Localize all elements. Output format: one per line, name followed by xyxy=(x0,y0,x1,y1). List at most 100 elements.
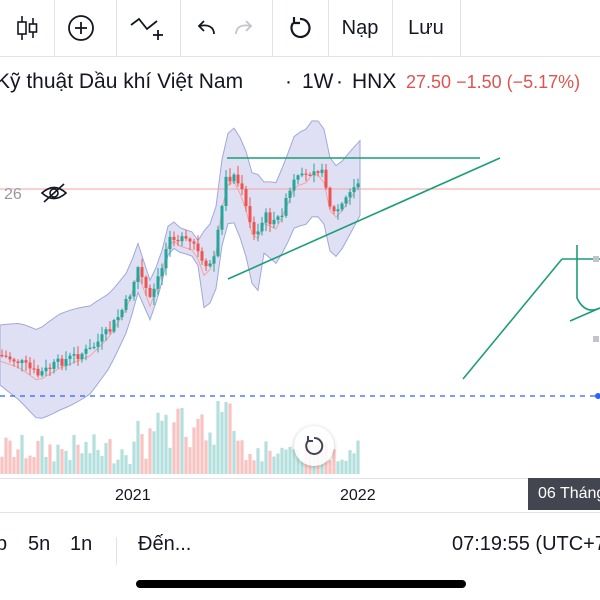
volume-bar xyxy=(260,461,264,474)
volume-bar xyxy=(24,458,28,474)
candle-body xyxy=(208,263,212,267)
goto-date-button[interactable]: Đến... xyxy=(138,533,192,555)
volume-bar xyxy=(256,448,260,474)
toolbar-divider xyxy=(328,0,329,56)
candle-body xyxy=(84,348,88,354)
volume-bar xyxy=(60,449,64,474)
volume-bar xyxy=(216,401,220,474)
compare-icon[interactable] xyxy=(124,0,168,56)
drawing-handle[interactable] xyxy=(593,336,599,342)
crosshair-date-badge: 06 Tháng xyxy=(528,478,600,510)
volume-bar xyxy=(300,461,304,474)
reload-icon[interactable] xyxy=(282,0,318,56)
last-price: 27.50 xyxy=(406,72,452,92)
volume-bar xyxy=(132,441,136,474)
trendline-right-bottom[interactable] xyxy=(569,307,600,322)
candle-body xyxy=(44,367,48,372)
candle-body xyxy=(304,173,308,175)
candle-body xyxy=(280,215,284,217)
candle-body xyxy=(112,320,116,332)
undo-icon[interactable] xyxy=(188,0,224,56)
volume-bar xyxy=(12,456,16,474)
candles-icon[interactable] xyxy=(10,0,44,56)
candle-body xyxy=(88,347,92,349)
volume-bar xyxy=(180,407,184,474)
volume-bar xyxy=(144,458,148,474)
price-chart[interactable] xyxy=(0,100,600,478)
time-axis[interactable]: 2021 2022 xyxy=(0,478,600,513)
volume-bar xyxy=(128,463,132,474)
candle-body xyxy=(52,361,56,369)
candle-body xyxy=(152,288,156,297)
add-indicator-icon[interactable] xyxy=(60,0,102,56)
symbol-header[interactable]: Kỹ thuật Dầu khí Việt Nam · 1W · HNX 27.… xyxy=(0,66,600,98)
price-scale-label: 26 xyxy=(4,186,22,203)
candle-body xyxy=(96,341,100,347)
candle-body xyxy=(252,222,256,235)
volume-bar xyxy=(296,450,300,474)
volume-bar xyxy=(264,441,268,474)
volume-bar xyxy=(80,453,84,474)
eye-hidden-icon[interactable] xyxy=(40,182,68,209)
volume-bar xyxy=(208,432,212,474)
candle-body xyxy=(24,360,28,363)
volume-bar xyxy=(332,449,336,474)
save-button[interactable]: Lưu xyxy=(408,16,444,39)
volume-bar xyxy=(336,461,340,474)
volume-bar xyxy=(348,450,352,474)
volume-bar xyxy=(340,459,344,474)
trendline-right[interactable] xyxy=(462,258,563,380)
candle-body xyxy=(116,317,120,321)
volume-bar xyxy=(20,434,24,474)
drawing-curve[interactable] xyxy=(576,245,600,311)
volume-bar xyxy=(36,440,40,474)
load-button[interactable]: Nạp xyxy=(341,16,379,39)
toolbar-divider xyxy=(272,0,273,56)
redo-icon[interactable] xyxy=(226,0,262,56)
candle-body xyxy=(108,329,112,332)
support-trendline[interactable] xyxy=(227,157,501,280)
volume-bar xyxy=(108,439,112,474)
volume-bar xyxy=(268,450,272,474)
volume-bar xyxy=(280,447,284,474)
volume-bar xyxy=(76,444,80,474)
volume-bar xyxy=(120,449,124,474)
bottom-divider xyxy=(116,537,117,565)
dashed-line-handle[interactable] xyxy=(595,393,600,399)
volume-bar xyxy=(248,453,252,474)
candle-body xyxy=(188,238,192,242)
volume-bar xyxy=(156,412,160,474)
candle-body xyxy=(232,174,236,182)
candle-body xyxy=(8,356,12,360)
range-button[interactable]: p xyxy=(0,533,8,555)
volume-bar xyxy=(200,414,204,474)
clock-timezone[interactable]: 07:19:55 (UTC+7 xyxy=(452,533,600,555)
volume-bar xyxy=(328,460,332,474)
candle-body xyxy=(176,239,180,242)
candle-body xyxy=(264,212,268,223)
drawing-handle[interactable] xyxy=(593,256,599,262)
volume-bar xyxy=(240,440,244,474)
volume-bar xyxy=(40,436,44,474)
bottom-bar: p 5n 1n Đến... 07:19:55 (UTC+7 xyxy=(0,512,600,577)
volume-bar xyxy=(0,456,4,474)
toolbar-divider xyxy=(54,0,55,56)
range-button-5d[interactable]: 5n xyxy=(28,533,51,555)
candle-body xyxy=(284,198,288,216)
reset-chart-button[interactable] xyxy=(294,426,334,466)
candle-body xyxy=(28,362,32,369)
drawing-lines[interactable] xyxy=(227,157,600,380)
candles xyxy=(0,163,360,378)
candle-body xyxy=(320,169,324,174)
candle-body xyxy=(160,268,164,277)
volume-bar xyxy=(228,403,232,474)
candle-body xyxy=(164,249,168,269)
volume-bar xyxy=(164,414,168,474)
volume-bar xyxy=(96,449,100,474)
candle-body xyxy=(140,267,144,278)
volume-bar xyxy=(292,449,296,474)
volume-bar xyxy=(92,434,96,474)
candle-body xyxy=(200,251,204,261)
candle-body xyxy=(244,189,248,207)
range-button-1y[interactable]: 1n xyxy=(70,533,93,555)
